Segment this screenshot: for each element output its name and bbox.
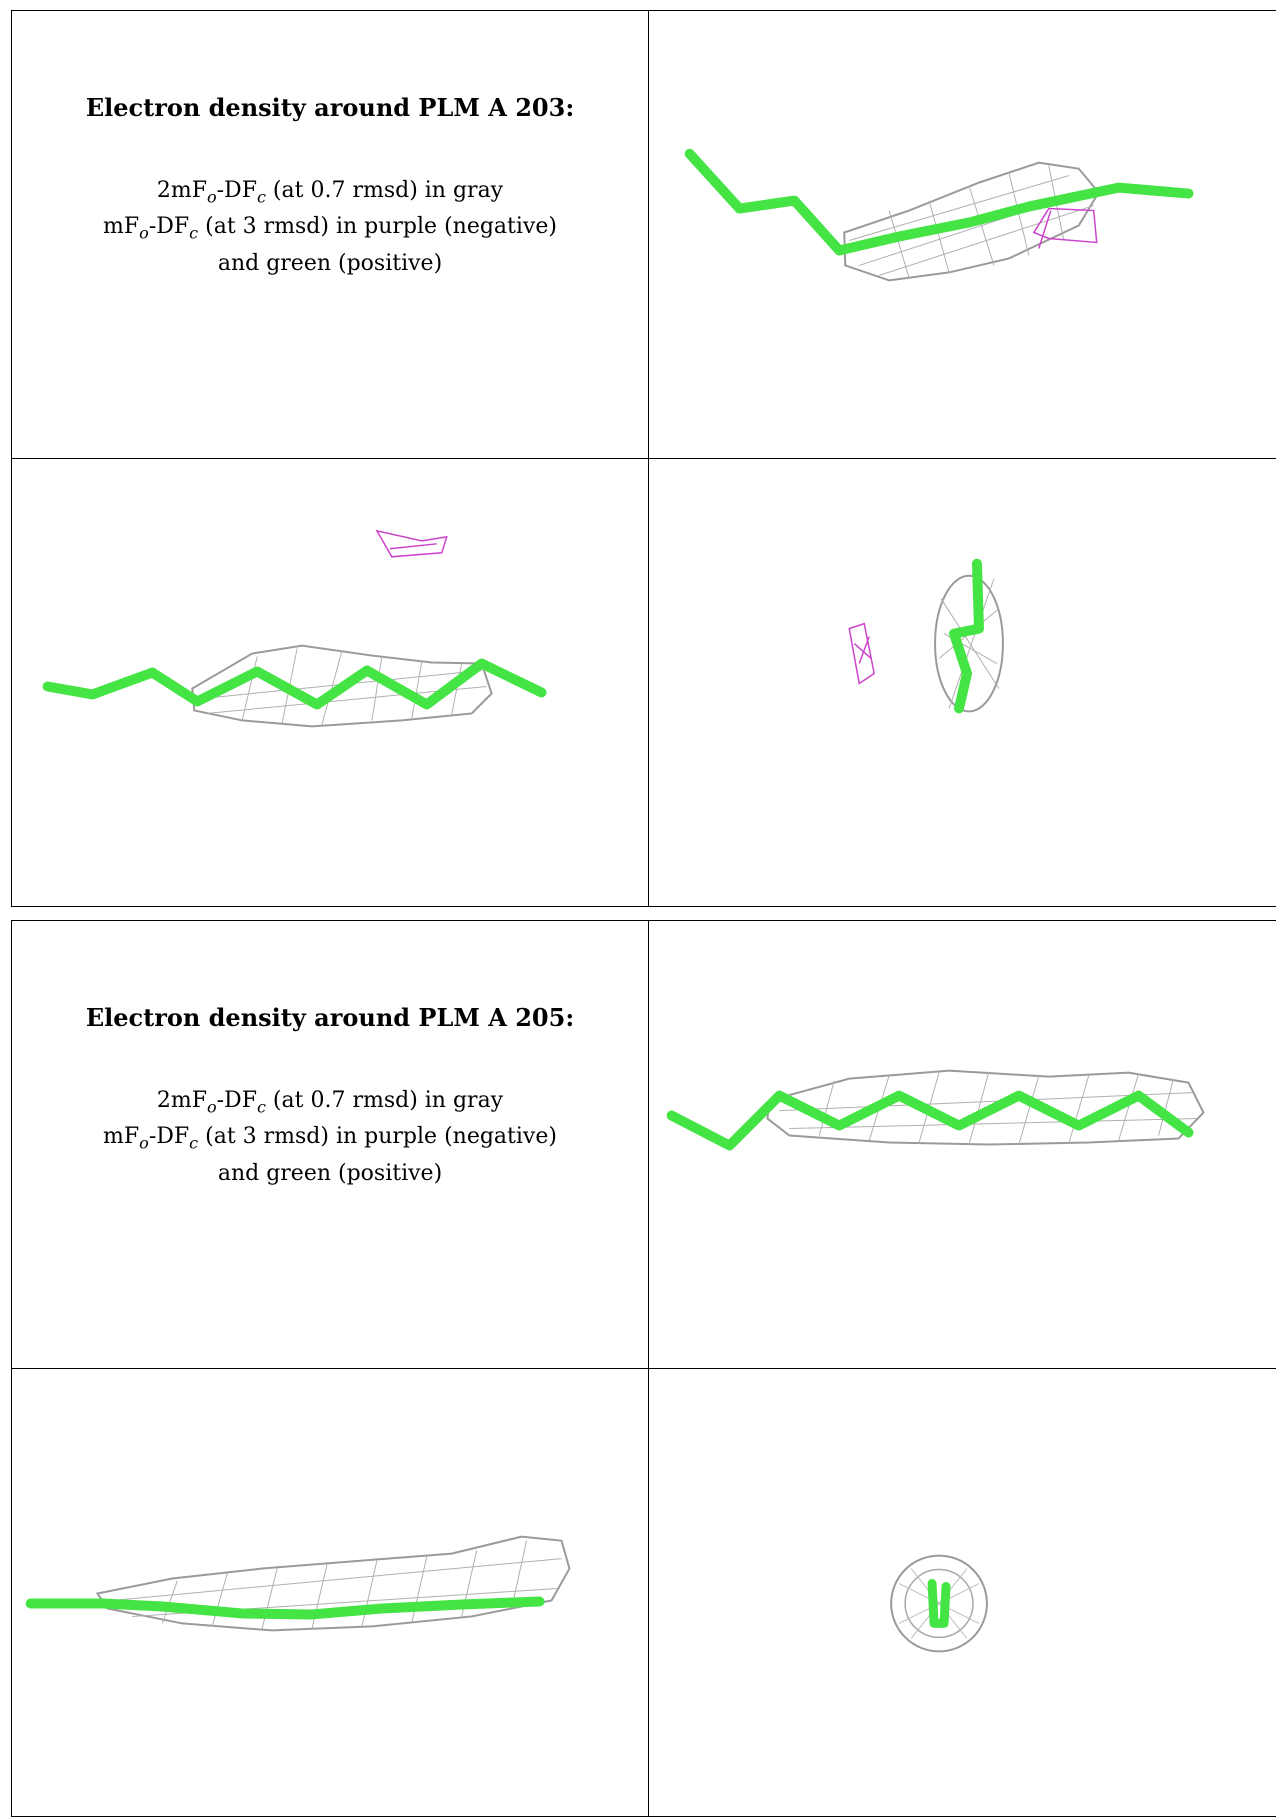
legend-line-fofc: mFo-DFc (at 3 rmsd) in purple (negative) bbox=[12, 212, 648, 248]
density-view-1-plm-205 bbox=[649, 921, 1276, 1369]
ligand-stick bbox=[31, 1601, 540, 1614]
legend-line-positive: and green (positive) bbox=[12, 249, 648, 279]
density-view-2-plm-203 bbox=[12, 459, 649, 907]
legend-line-2fofc: 2mFo-DFc (at 0.7 rmsd) in gray bbox=[12, 176, 648, 212]
density-mesh-negative bbox=[377, 531, 447, 557]
caption-cell-plm-203: Electron density around PLM A 203: 2mFo-… bbox=[12, 11, 649, 459]
density-view-3-plm-203 bbox=[649, 459, 1276, 907]
caption-description: 2mFo-DFc (at 0.7 rmsd) in gray mFo-DFc (… bbox=[12, 176, 648, 279]
density-mesh-negative bbox=[849, 624, 874, 684]
caption-heading: Electron density around PLM A 205: bbox=[12, 1003, 648, 1032]
density-view-image bbox=[649, 11, 1276, 458]
legend-line-positive: and green (positive) bbox=[12, 1159, 648, 1189]
density-mesh-2fofc bbox=[935, 576, 1003, 712]
caption-description: 2mFo-DFc (at 0.7 rmsd) in gray mFo-DFc (… bbox=[12, 1086, 648, 1189]
density-mesh-2fofc-grid bbox=[899, 1569, 979, 1639]
ligand-stick bbox=[954, 564, 979, 709]
density-table-plm-205: Electron density around PLM A 205: 2mFo-… bbox=[11, 920, 1276, 1817]
density-view-image bbox=[12, 459, 648, 906]
density-view-2-plm-205 bbox=[12, 1369, 649, 1817]
ligand-stick bbox=[48, 664, 542, 705]
density-view-3-plm-205 bbox=[649, 1369, 1276, 1817]
caption-cell-plm-205: Electron density around PLM A 205: 2mFo-… bbox=[12, 921, 649, 1369]
legend-line-2fofc: 2mFo-DFc (at 0.7 rmsd) in gray bbox=[12, 1086, 648, 1122]
density-view-image bbox=[649, 459, 1276, 906]
density-view-image bbox=[12, 1369, 648, 1816]
density-view-image bbox=[649, 1369, 1276, 1816]
caption-heading: Electron density around PLM A 203: bbox=[12, 93, 648, 122]
density-view-1-plm-203 bbox=[649, 11, 1276, 459]
density-table-plm-203: Electron density around PLM A 203: 2mFo-… bbox=[11, 10, 1276, 907]
legend-line-fofc: mFo-DFc (at 3 rmsd) in purple (negative) bbox=[12, 1122, 648, 1158]
density-view-image bbox=[649, 921, 1276, 1368]
density-mesh-2fofc-grid bbox=[939, 579, 999, 709]
